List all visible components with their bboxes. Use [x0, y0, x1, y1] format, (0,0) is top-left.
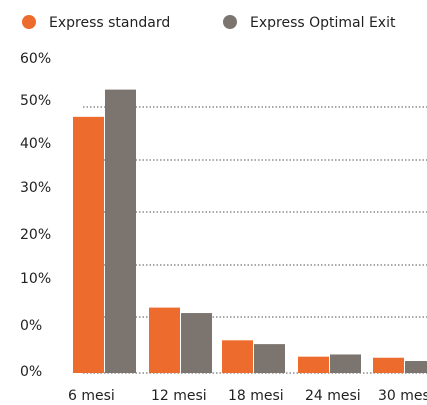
y-tick-label: 30% — [20, 180, 51, 196]
legend-marker-express-standard — [22, 15, 36, 29]
legend-label-express-optimal-exit: Express Optimal Exit — [250, 15, 396, 31]
x-axis-labels: 6 mesi 12 mesi 18 mesi 24 mesi 30 mesi — [68, 388, 427, 404]
y-tick-label: 20% — [20, 227, 51, 243]
bar-express-standard — [149, 307, 180, 373]
bar-express-standard — [222, 340, 253, 373]
legend-label-express-standard: Express standard — [49, 15, 170, 31]
x-tick-label: 30 mesi — [378, 388, 427, 404]
legend-marker-express-optimal-exit — [223, 15, 237, 29]
y-tick-label: 60% — [20, 51, 51, 67]
x-tick-label: 18 mesi — [228, 388, 284, 404]
y-tick-label: 40% — [20, 136, 51, 152]
y-tick-label: 0% — [20, 318, 42, 334]
x-tick-label: 12 mesi — [151, 388, 207, 404]
y-axis-labels: 60% 50% 40% 30% 20% 10% 0% 0% — [20, 51, 51, 380]
bar-express-optimal-exit — [181, 313, 212, 373]
x-tick-label: 24 mesi — [305, 388, 361, 404]
bar-express-optimal-exit — [405, 361, 427, 373]
x-tick-label: 6 mesi — [68, 388, 115, 404]
bar-express-optimal-exit — [105, 89, 136, 373]
bar-express-standard — [298, 356, 329, 373]
bar-express-optimal-exit — [254, 344, 285, 373]
bar-express-optimal-exit — [330, 354, 361, 373]
bars — [73, 89, 427, 373]
bar-express-standard — [373, 357, 404, 373]
y-tick-label: 10% — [20, 271, 51, 287]
bar-express-standard — [73, 116, 104, 373]
y-tick-label: 50% — [20, 93, 51, 109]
legend: Express standard Express Optimal Exit — [22, 15, 396, 31]
y-tick-label: 0% — [20, 364, 42, 380]
